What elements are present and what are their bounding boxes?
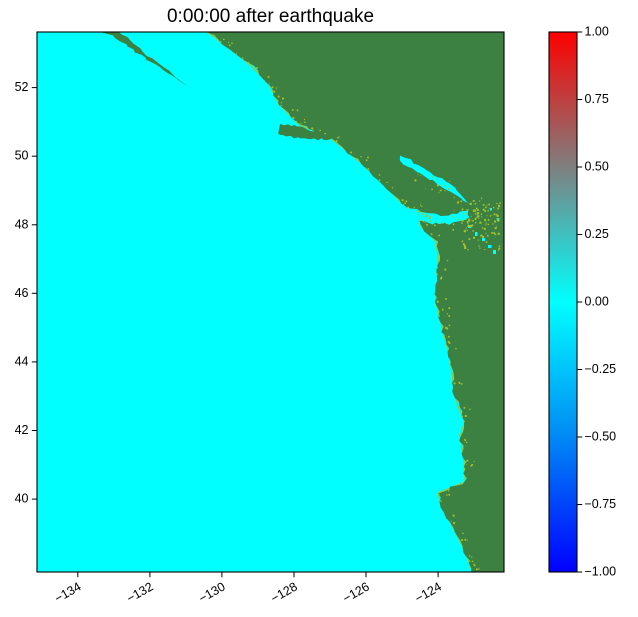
svg-text:−0.25: −0.25 (585, 362, 617, 376)
svg-text:−124: −124 (413, 579, 444, 605)
svg-text:−128: −128 (268, 579, 299, 605)
svg-text:42: 42 (15, 423, 29, 437)
svg-text:44: 44 (15, 354, 29, 368)
svg-text:48: 48 (15, 217, 29, 231)
svg-text:−0.75: −0.75 (585, 497, 617, 511)
svg-text:−130: −130 (196, 579, 227, 605)
svg-text:46: 46 (15, 286, 29, 300)
svg-text:50: 50 (15, 149, 29, 163)
svg-text:0.50: 0.50 (585, 160, 609, 174)
svg-text:1.00: 1.00 (585, 25, 609, 39)
svg-text:0.00: 0.00 (585, 295, 609, 309)
svg-text:−126: −126 (340, 579, 371, 605)
svg-text:−0.50: −0.50 (585, 430, 617, 444)
svg-text:40: 40 (15, 492, 29, 506)
svg-text:0.75: 0.75 (585, 92, 609, 106)
svg-text:0.25: 0.25 (585, 227, 609, 241)
svg-text:52: 52 (15, 80, 29, 94)
svg-text:−132: −132 (124, 579, 155, 605)
svg-text:−1.00: −1.00 (585, 565, 617, 579)
svg-text:−134: −134 (52, 579, 83, 605)
